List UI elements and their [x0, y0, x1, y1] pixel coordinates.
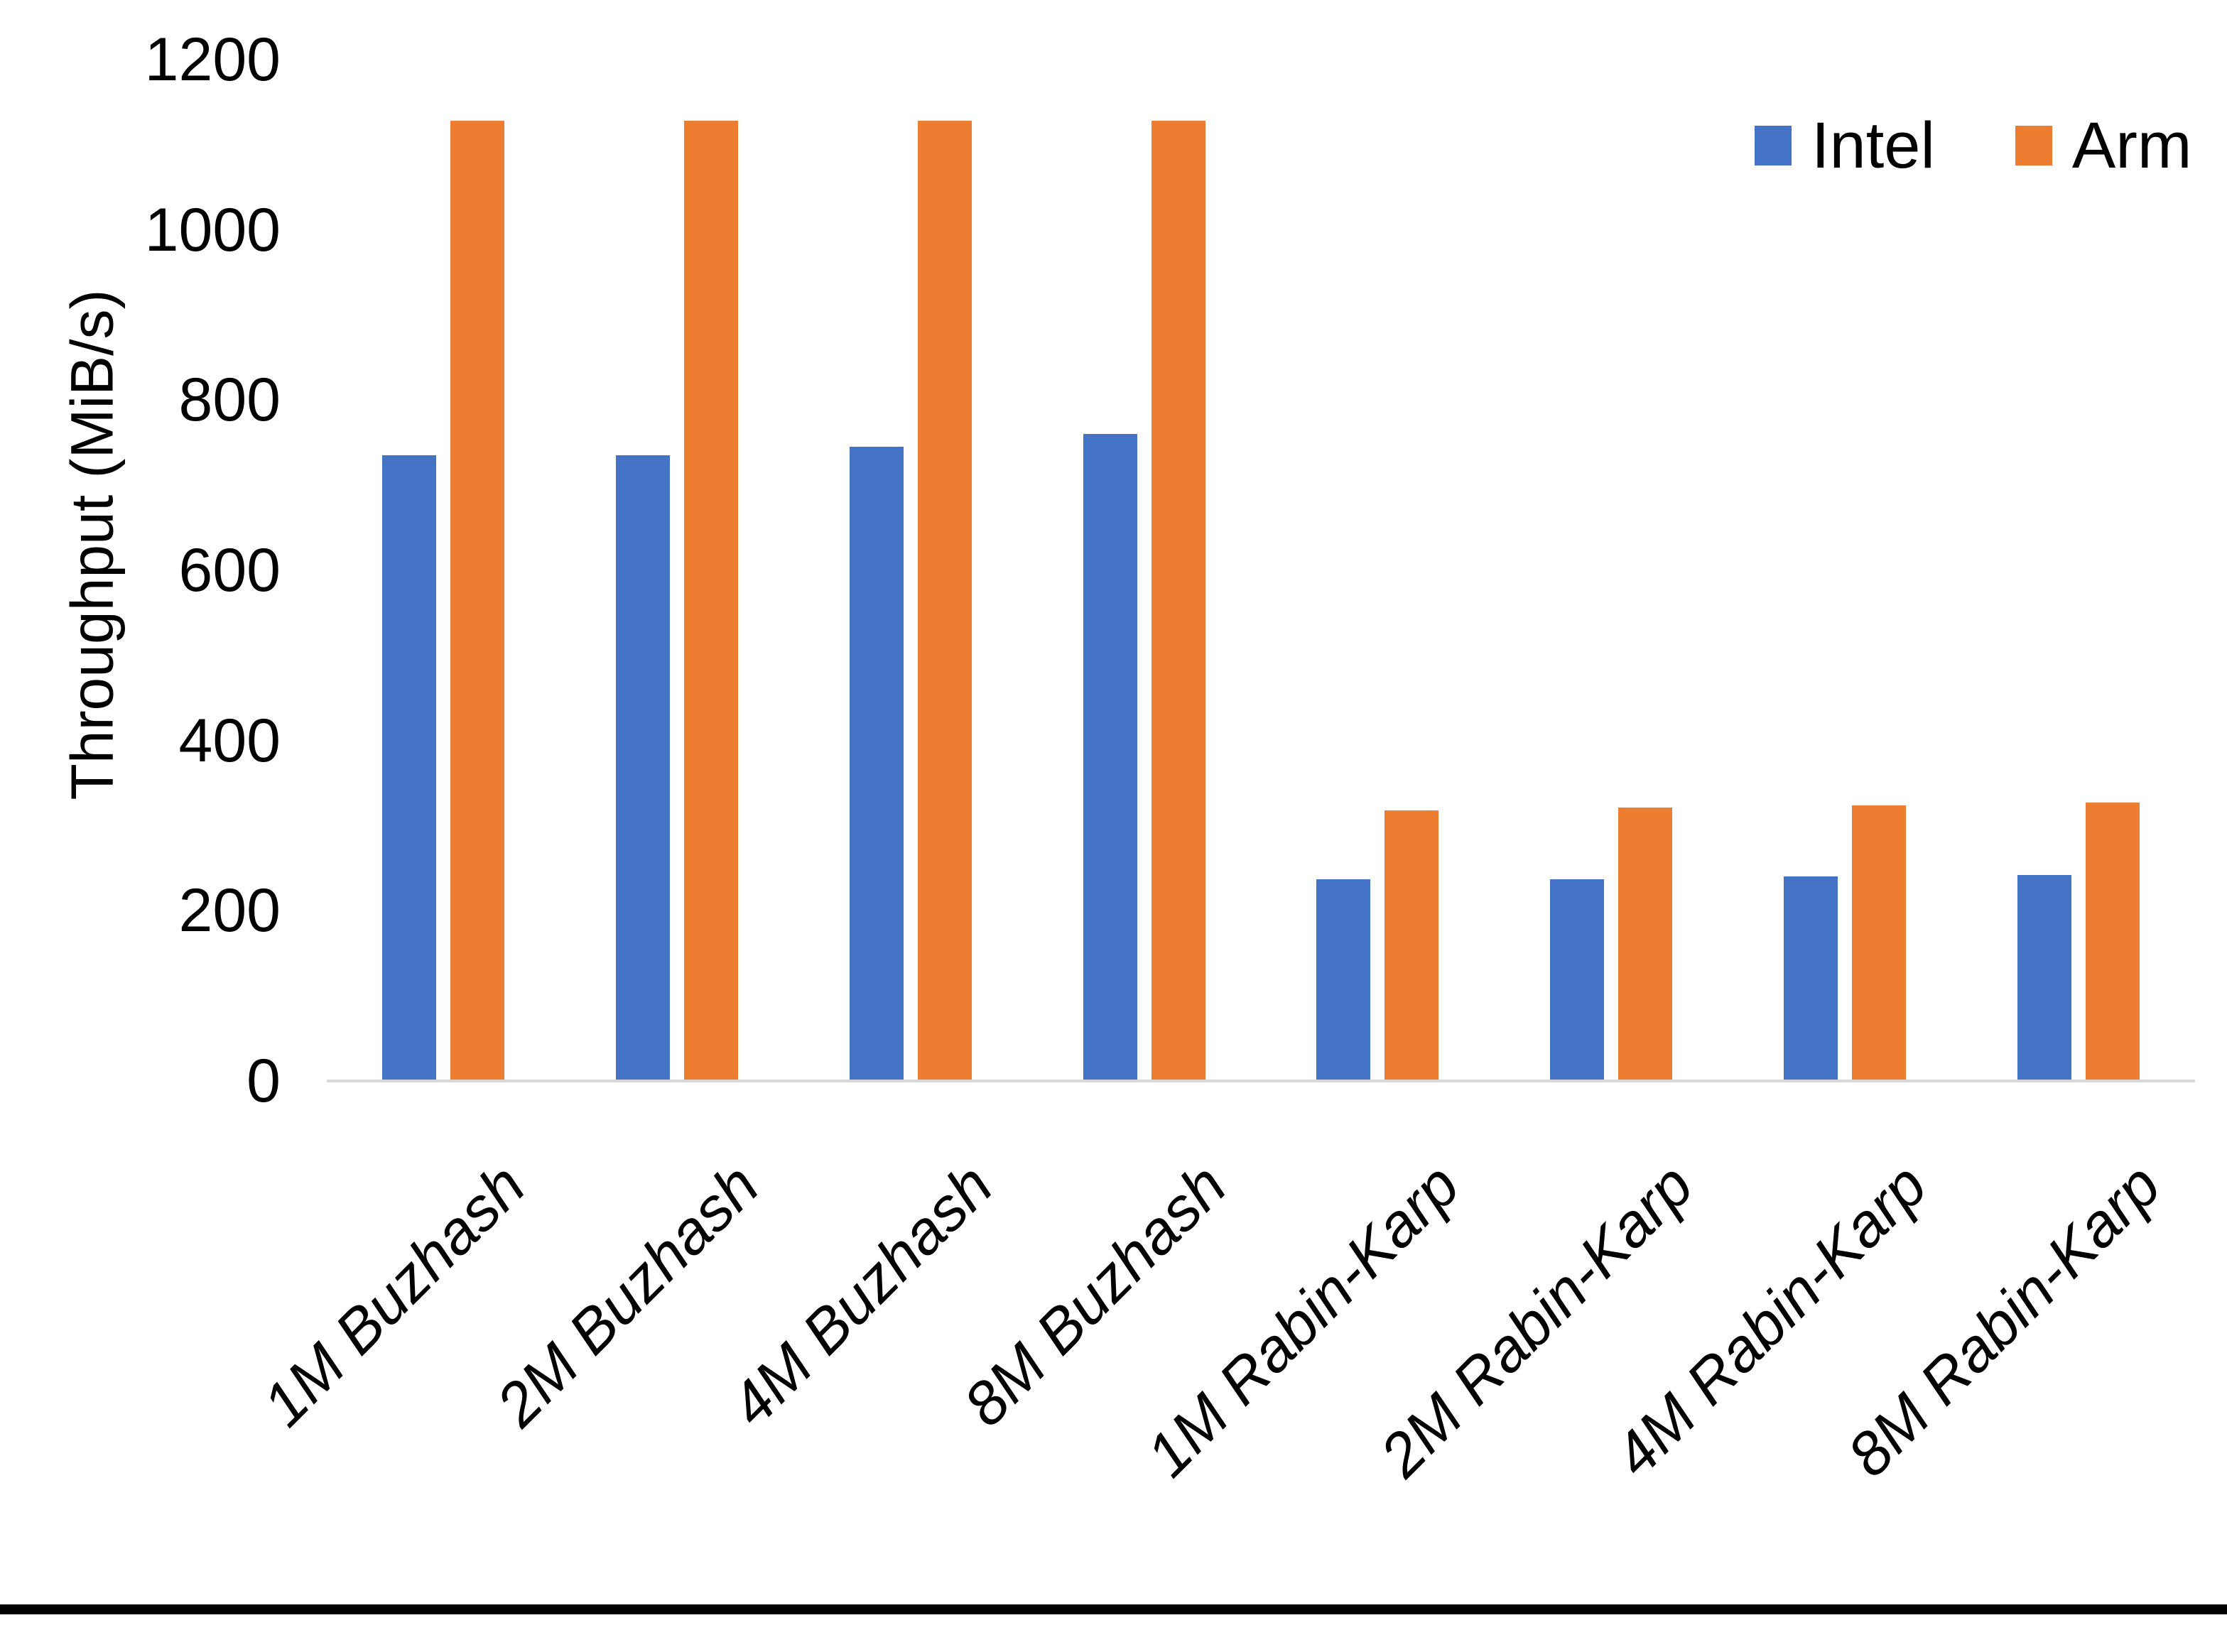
x-category-label: 4M Rabin-Karp [1600, 1151, 1940, 1490]
bar-arm-1 [450, 121, 505, 1081]
y-tick-label: 600 [178, 536, 281, 604]
bar-arm-6 [1618, 808, 1673, 1081]
bar-intel-8 [2017, 875, 2071, 1081]
legend: Intel Arm [1755, 107, 2192, 185]
bottom-border [0, 1604, 2227, 1614]
y-tick-label: 0 [246, 1047, 281, 1115]
y-tick-label: 800 [178, 366, 281, 435]
legend-label-intel: Intel [1811, 109, 1935, 182]
x-axis-line [327, 1080, 2195, 1082]
bar-intel-3 [849, 447, 904, 1081]
bar-chart: Throughput (MiB/s) 0 200 400 600 800 1000 1200… [0, 26, 2227, 1614]
x-category-label: 1M Buzhash [250, 1151, 538, 1440]
bar-intel-2 [616, 455, 671, 1081]
legend-marker-intel [1755, 126, 1792, 165]
bar-arm-4 [1151, 121, 1205, 1081]
legend-label-arm: Arm [2071, 109, 2192, 182]
bar-intel-7 [1783, 876, 1838, 1081]
legend-marker-arm [2015, 126, 2052, 165]
x-category-label: 1M Rabin-Karp [1134, 1151, 1473, 1490]
x-category-label: 8M Rabin-Karp [1834, 1151, 2174, 1490]
bar-intel-6 [1550, 879, 1605, 1081]
x-category-label: 2M Buzhash [483, 1151, 772, 1440]
bar-arm-7 [1851, 805, 1906, 1081]
y-tick-label: 200 [178, 876, 281, 945]
y-tick-label: 1000 [144, 195, 281, 264]
y-tick-label: 1200 [144, 26, 281, 94]
bar-intel-1 [382, 455, 437, 1081]
bar-intel-4 [1083, 434, 1137, 1081]
bar-arm-8 [2085, 803, 2140, 1081]
x-category-label: 2M Rabin-Karp [1367, 1151, 1706, 1490]
bar-arm-2 [684, 121, 739, 1081]
bar-arm-5 [1385, 810, 1439, 1081]
x-category-label: 4M Buzhash [717, 1151, 1006, 1440]
y-tick-label: 400 [178, 706, 281, 775]
bar-intel-5 [1316, 879, 1371, 1081]
bar-arm-3 [917, 121, 972, 1081]
x-category-label: 8M Buzhash [950, 1151, 1240, 1440]
